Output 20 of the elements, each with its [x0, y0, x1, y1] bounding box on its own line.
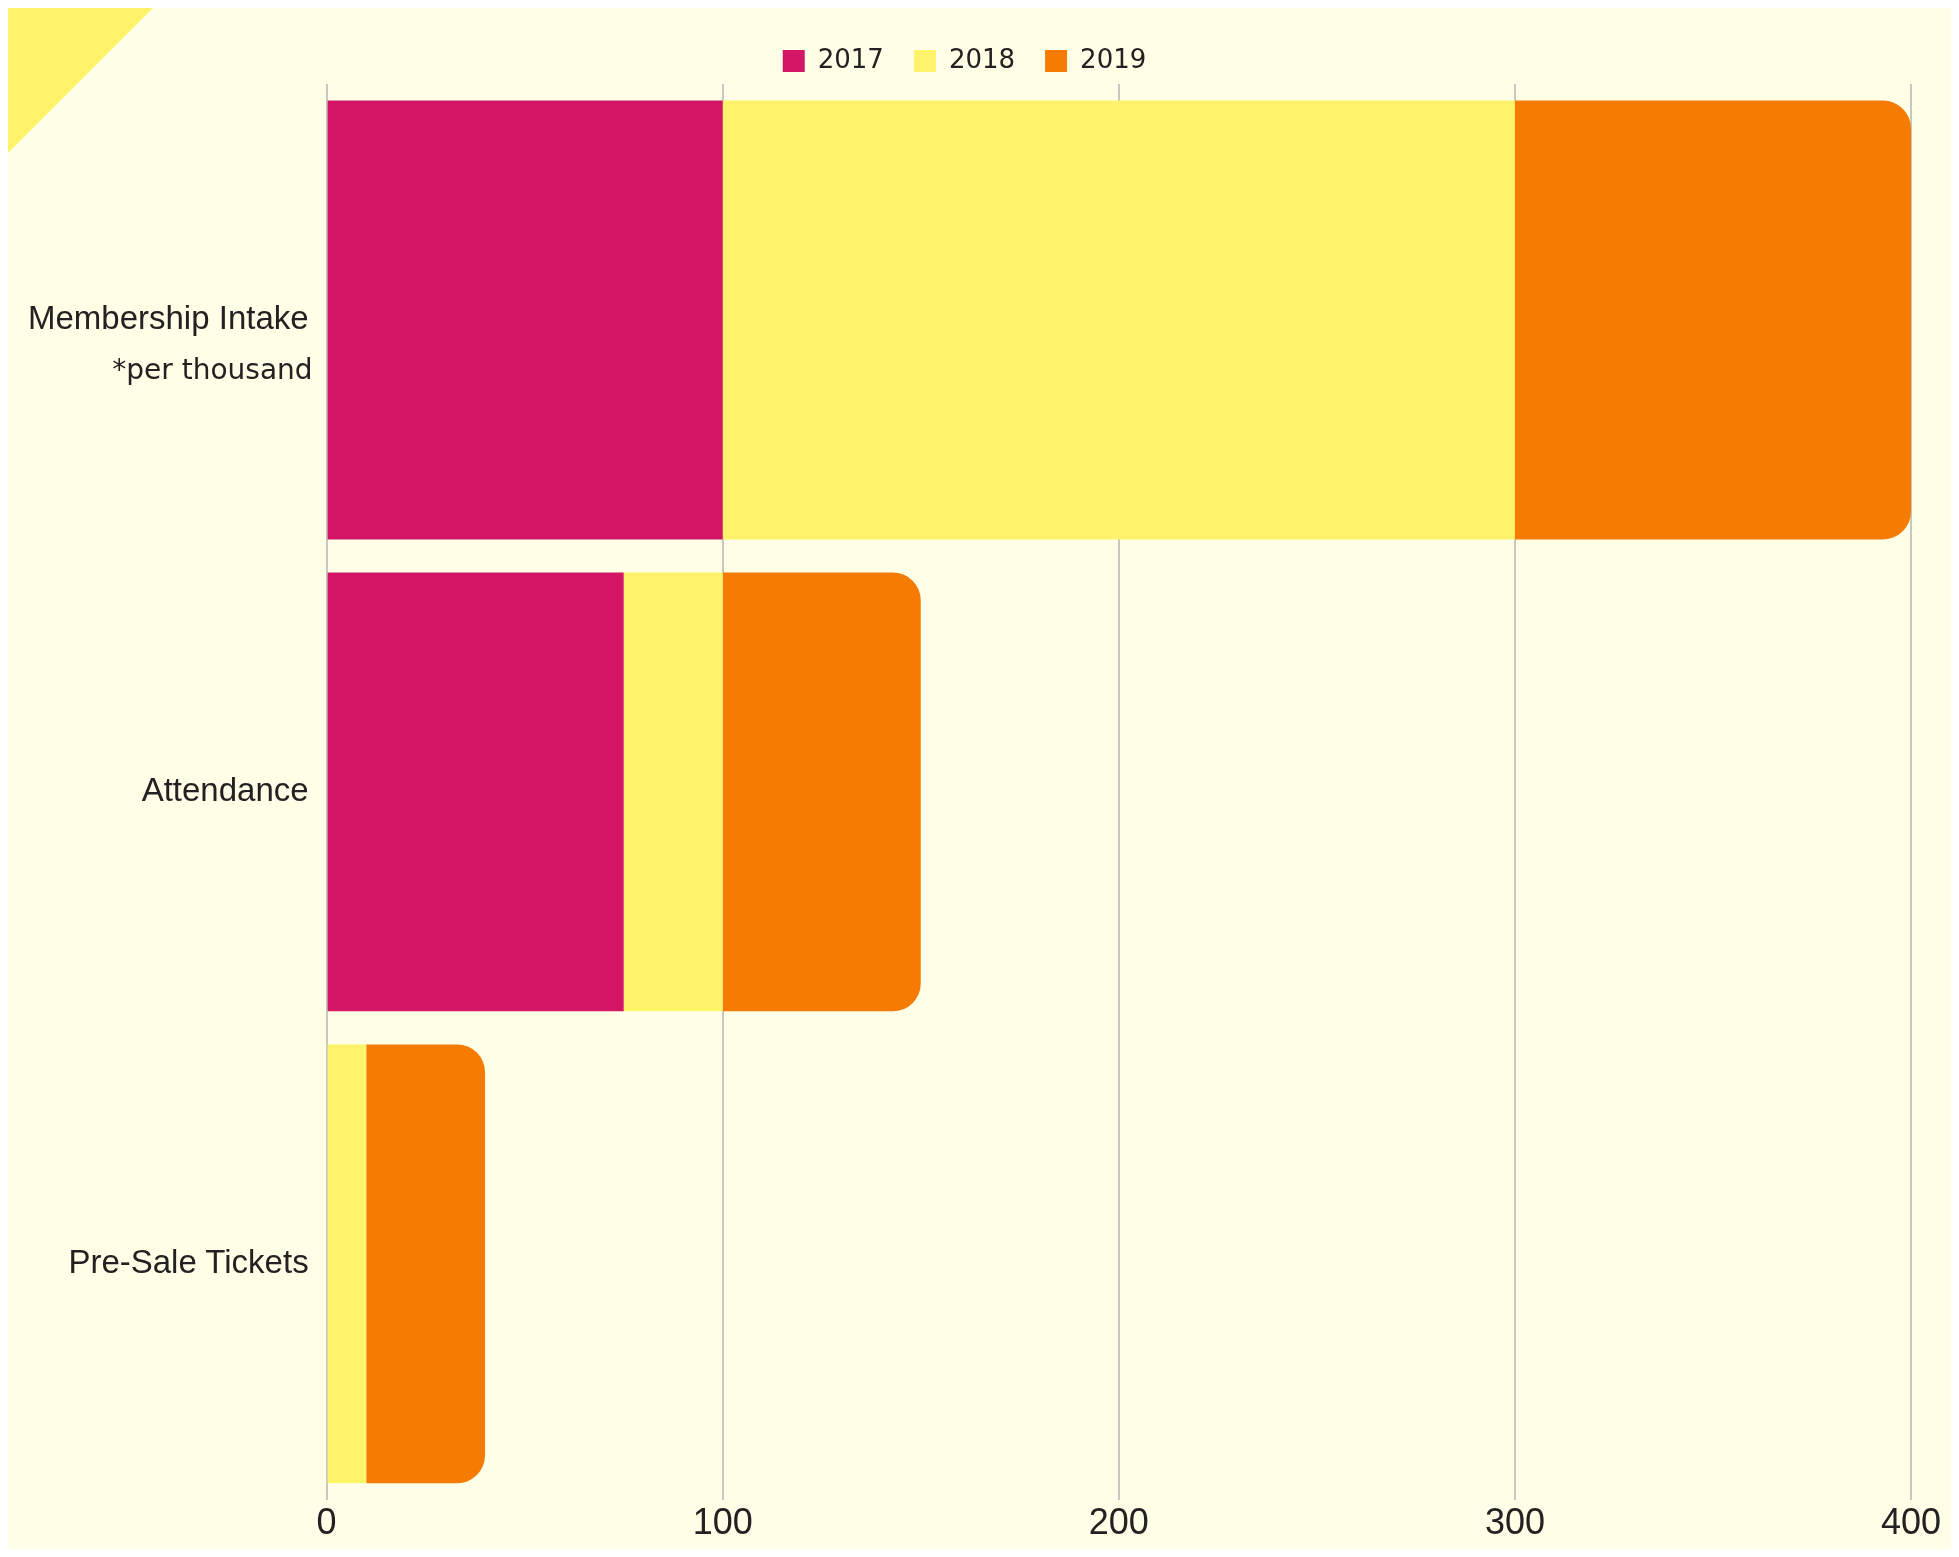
x-tick-label: 0	[316, 1501, 337, 1543]
x-tick-label: 200	[1088, 1501, 1149, 1543]
legend-label: 2017	[817, 43, 884, 74]
y-tick-label: Attendance	[141, 770, 309, 808]
y-tick-label: Pre-Sale Tickets	[68, 1242, 309, 1280]
text: *per thousand	[112, 353, 313, 387]
x-tick-label: 400	[1880, 1501, 1942, 1543]
x-tick-label: 300	[1484, 1501, 1545, 1543]
bar	[327, 1044, 367, 1484]
legend-label: 2019	[1080, 43, 1147, 74]
bar	[722, 100, 1515, 540]
x-tick-label: 100	[692, 1501, 753, 1543]
bar	[1514, 100, 1911, 540]
bar	[623, 572, 723, 1012]
bar	[722, 572, 921, 1012]
bar	[327, 100, 723, 540]
y-tick-label: Membership Intake	[27, 299, 309, 337]
bar	[327, 572, 624, 1012]
bar	[366, 1044, 486, 1484]
legend-label: 2018	[948, 43, 1016, 74]
